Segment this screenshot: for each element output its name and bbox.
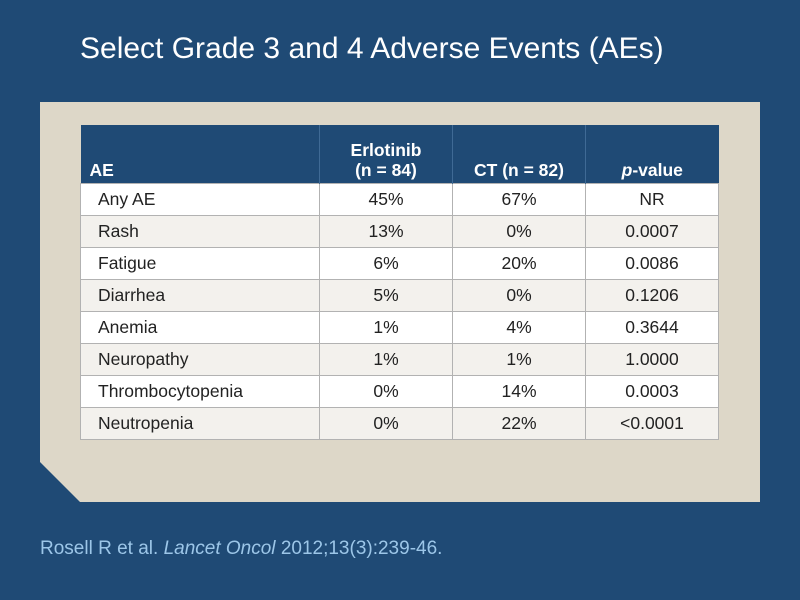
header-ae: AE — [80, 125, 320, 184]
cell-erlotinib: 1% — [319, 311, 453, 344]
cell-ae: Neutropenia — [80, 407, 320, 440]
cell-erlotinib: 13% — [319, 215, 453, 248]
cell-pvalue: 0.0007 — [585, 215, 719, 248]
cell-erlotinib: 5% — [319, 279, 453, 312]
cell-ct: 20% — [452, 247, 586, 280]
slide-title: Select Grade 3 and 4 Adverse Events (AEs… — [80, 32, 664, 65]
cell-ct: 0% — [452, 279, 586, 312]
cell-ae: Anemia — [80, 311, 320, 344]
cell-pvalue: NR — [585, 183, 719, 216]
header-erlotinib: Erlotinib (n = 84) — [319, 125, 453, 184]
table-row: Neuropathy 1% 1% 1.0000 — [80, 343, 719, 376]
header-pvalue-p: p — [621, 160, 633, 180]
cell-pvalue: 1.0000 — [585, 343, 719, 376]
table-row: Any AE 45% 67% NR — [80, 183, 719, 216]
cell-erlotinib: 45% — [319, 183, 453, 216]
cell-ae: Neuropathy — [80, 343, 320, 376]
cell-ae: Any AE — [80, 183, 320, 216]
cell-erlotinib: 0% — [319, 407, 453, 440]
cell-erlotinib: 6% — [319, 247, 453, 280]
citation-details: 2012;13(3):239-46. — [280, 538, 443, 559]
cell-pvalue: <0.0001 — [585, 407, 719, 440]
table-row: Rash 13% 0% 0.0007 — [80, 215, 719, 248]
cell-ct: 0% — [452, 215, 586, 248]
cell-pvalue: 0.3644 — [585, 311, 719, 344]
table-row: Neutropenia 0% 22% <0.0001 — [80, 407, 719, 440]
cell-pvalue: 0.0086 — [585, 247, 719, 280]
citation: Rosell R et al. Lancet Oncol 2012;13(3):… — [40, 538, 442, 560]
header-pvalue-rest: -value — [632, 160, 683, 180]
citation-authors: Rosell R et al. — [40, 538, 159, 559]
header-ct: CT (n = 82) — [452, 125, 586, 184]
table-header-row: AE Erlotinib (n = 84) CT (n = 82) p-valu… — [80, 125, 719, 184]
header-pvalue: p-value — [585, 125, 719, 184]
cell-ct: 67% — [452, 183, 586, 216]
cell-erlotinib: 1% — [319, 343, 453, 376]
cell-erlotinib: 0% — [319, 375, 453, 408]
adverse-events-table: AE Erlotinib (n = 84) CT (n = 82) p-valu… — [80, 125, 719, 440]
header-erlotinib-name: Erlotinib — [350, 140, 422, 160]
table-row: Fatigue 6% 20% 0.0086 — [80, 247, 719, 280]
cell-ae: Diarrhea — [80, 279, 320, 312]
cell-ct: 1% — [452, 343, 586, 376]
cell-ct: 22% — [452, 407, 586, 440]
cell-pvalue: 0.0003 — [585, 375, 719, 408]
table-row: Thrombocytopenia 0% 14% 0.0003 — [80, 375, 719, 408]
cell-ct: 4% — [452, 311, 586, 344]
cell-ae: Thrombocytopenia — [80, 375, 320, 408]
cell-ct: 14% — [452, 375, 586, 408]
cell-pvalue: 0.1206 — [585, 279, 719, 312]
citation-journal: Lancet Oncol — [163, 538, 276, 559]
cell-ae: Fatigue — [80, 247, 320, 280]
table-row: Diarrhea 5% 0% 0.1206 — [80, 279, 719, 312]
cell-ae: Rash — [80, 215, 320, 248]
table-row: Anemia 1% 4% 0.3644 — [80, 311, 719, 344]
header-erlotinib-n: (n = 84) — [355, 160, 417, 180]
